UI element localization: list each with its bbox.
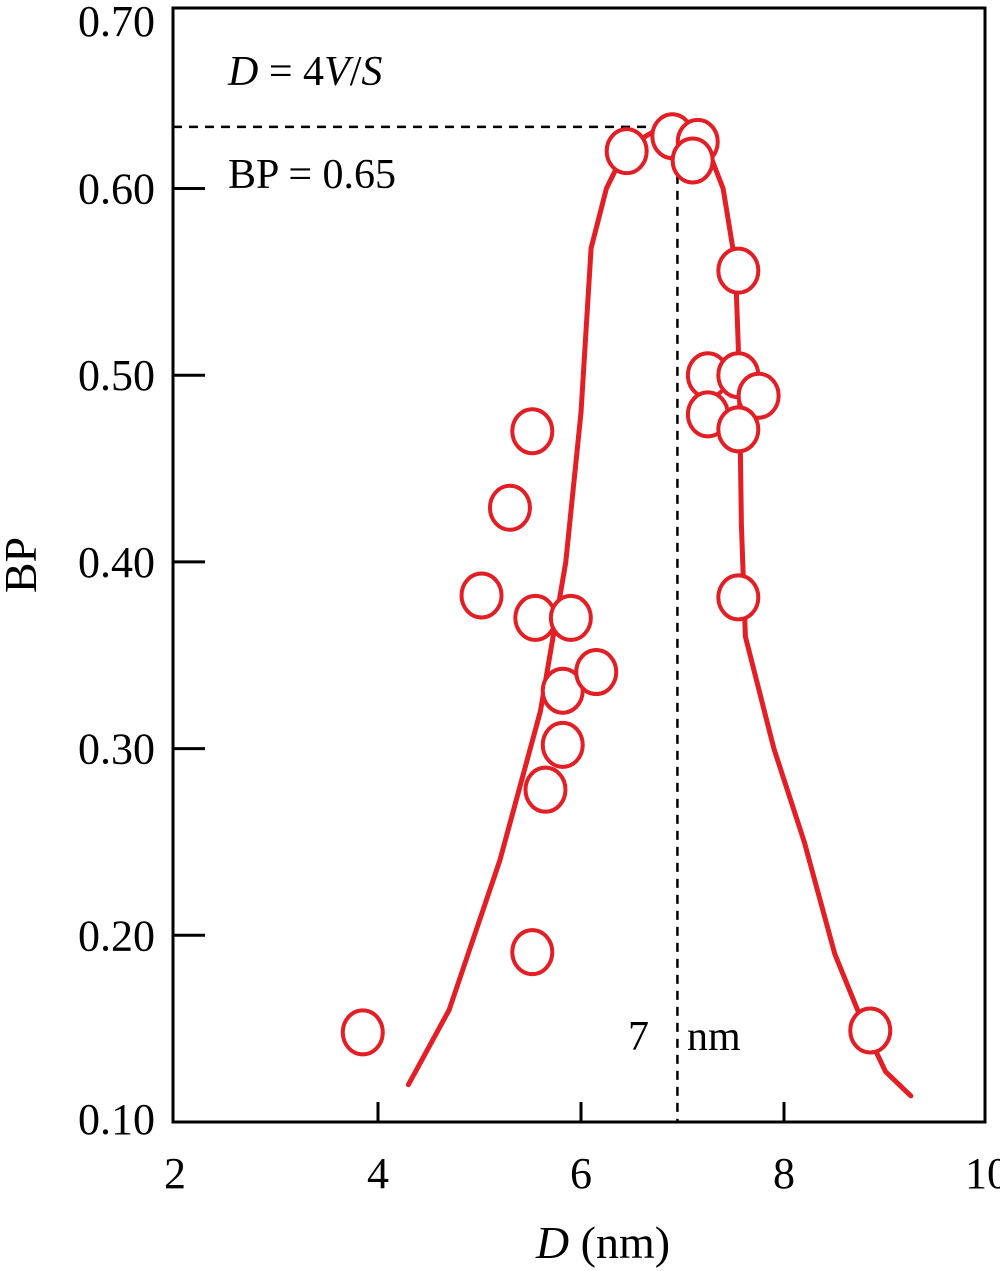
y-axis-title: BP xyxy=(0,537,46,593)
x-axis-title: D (nm) xyxy=(535,1217,670,1268)
reference-lines xyxy=(173,125,679,1122)
y-tick-label: 0.60 xyxy=(78,165,155,214)
x-tick-label: 4 xyxy=(367,1149,389,1198)
data-point xyxy=(604,127,649,176)
data-point xyxy=(716,246,761,295)
y-tick-label: 0.10 xyxy=(78,1095,155,1144)
x-tick-label: 6 xyxy=(570,1149,592,1198)
data-point xyxy=(510,407,555,456)
data-point xyxy=(848,1006,893,1055)
peak-diameter-number: 7 xyxy=(628,1014,649,1060)
y-tick-label: 0.30 xyxy=(78,725,155,774)
data-point xyxy=(574,648,619,697)
data-point xyxy=(716,405,761,454)
x-tick-label: 8 xyxy=(773,1149,795,1198)
plot-frame xyxy=(171,6,987,1124)
data-point xyxy=(540,720,585,769)
data-point xyxy=(736,371,781,420)
y-tick-label: 0.40 xyxy=(78,538,155,587)
data-point xyxy=(548,593,593,642)
y-tick-label: 0.20 xyxy=(78,911,155,960)
data-point xyxy=(487,483,532,532)
x-tick-label: 2 xyxy=(164,1149,186,1198)
data-point xyxy=(510,928,555,977)
data-point xyxy=(523,765,568,814)
data-point xyxy=(459,571,504,620)
formula-annotation: D = 4V/S xyxy=(227,49,382,95)
data-point xyxy=(340,1008,385,1057)
y-tick-label: 0.50 xyxy=(78,351,155,400)
axis-ticks: 2 4 6 8 10 0.10 0.20 0.30 0.40 0.50 0.60 0.70 xyxy=(78,0,1000,1198)
data-point xyxy=(716,573,761,622)
x-tick-label: 10 xyxy=(965,1149,1000,1198)
y-tick-label: 0.70 xyxy=(78,0,155,46)
data-points xyxy=(340,112,893,1057)
peak-diameter-unit: nm xyxy=(687,1014,741,1060)
bp-peak-annotation: BP = 0.65 xyxy=(228,152,396,198)
data-point xyxy=(670,136,715,185)
